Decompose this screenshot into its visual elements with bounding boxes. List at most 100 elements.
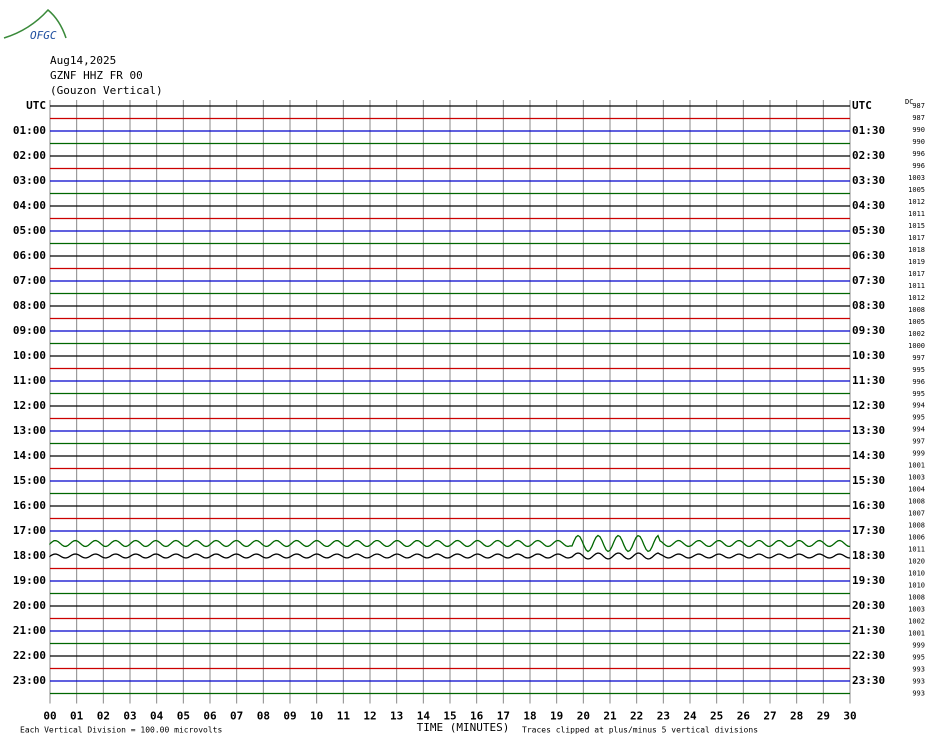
x-tick-label: 21 [603, 710, 617, 723]
dc-value: 997 [912, 354, 925, 362]
x-tick-label: 06 [203, 710, 217, 723]
right-label: 08:30 [852, 299, 885, 312]
dc-value: 1017 [908, 234, 925, 242]
dc-value: 995 [912, 390, 925, 398]
dc-value: 1003 [908, 606, 925, 614]
dc-value: 993 [912, 690, 925, 698]
x-tick-label: 17 [497, 710, 510, 723]
right-label: 06:30 [852, 249, 885, 262]
x-tick-label: 24 [683, 710, 697, 723]
right-label: 07:30 [852, 274, 885, 287]
dc-value: 1001 [908, 462, 925, 470]
dc-value: 995 [912, 366, 925, 374]
location: (Gouzon Vertical) [50, 84, 163, 97]
x-tick-label: 12 [363, 710, 376, 723]
x-tick-label: 14 [417, 710, 431, 723]
dc-value: 1018 [908, 246, 925, 254]
left-label: 19:00 [13, 574, 46, 587]
dc-value: 996 [912, 378, 925, 386]
x-tick-label: 16 [470, 710, 484, 723]
dc-value: 987 [912, 102, 925, 110]
dc-value: 996 [912, 162, 925, 170]
x-tick-label: 07 [230, 710, 243, 723]
dc-value: 1002 [908, 618, 925, 626]
left-label: 09:00 [13, 324, 46, 337]
x-tick-label: 26 [737, 710, 751, 723]
dc-value: 1008 [908, 594, 925, 602]
dc-value: 1004 [908, 486, 925, 494]
x-tick-label: 11 [337, 710, 351, 723]
x-tick-label: 19 [550, 710, 563, 723]
right-label: 17:30 [852, 524, 885, 537]
right-label: 11:30 [852, 374, 885, 387]
dc-value: 1011 [908, 546, 925, 554]
left-label: 23:00 [13, 674, 46, 687]
dc-value: 1001 [908, 630, 925, 638]
x-tick-label: 22 [630, 710, 643, 723]
footer-left: Each Vertical Division = 100.00 microvol… [20, 726, 222, 735]
dc-value: 1008 [908, 522, 925, 530]
right-label: 21:30 [852, 624, 885, 637]
right-label: 10:30 [852, 349, 885, 362]
dc-value: 1010 [908, 582, 925, 590]
dc-value: 997 [912, 438, 925, 446]
x-tick-label: 09 [283, 710, 296, 723]
dc-value: 1012 [908, 198, 925, 206]
right-label: 02:30 [852, 149, 885, 162]
x-tick-label: 02 [97, 710, 110, 723]
footer-right: Traces clipped at plus/minus 5 vertical … [522, 726, 758, 735]
left-label: 13:00 [13, 424, 46, 437]
dc-value: 994 [912, 426, 925, 434]
dc-value: 1015 [908, 222, 925, 230]
date: Aug14,2025 [50, 54, 116, 67]
dc-value: 1007 [908, 510, 925, 518]
x-tick-label: 13 [390, 710, 403, 723]
left-label: 15:00 [13, 474, 46, 487]
dc-value: 1005 [908, 318, 925, 326]
dc-value: 995 [912, 414, 925, 422]
x-tick-label: 25 [710, 710, 723, 723]
dc-value: 993 [912, 666, 925, 674]
dc-value: 1008 [908, 306, 925, 314]
x-tick-label: 15 [443, 710, 456, 723]
right-label: 19:30 [852, 574, 885, 587]
dc-value: 999 [912, 450, 925, 458]
x-tick-label: 18 [523, 710, 536, 723]
right-label: UTC [852, 99, 872, 112]
x-tick-label: 20 [577, 710, 590, 723]
right-label: 03:30 [852, 174, 885, 187]
dc-value: 1003 [908, 474, 925, 482]
dc-value: 1002 [908, 330, 925, 338]
x-tick-label: 03 [123, 710, 136, 723]
dc-title: DC [905, 98, 913, 106]
right-label: 15:30 [852, 474, 885, 487]
dc-value: 994 [912, 402, 925, 410]
x-tick-label: 00 [43, 710, 56, 723]
left-label: UTC [26, 99, 46, 112]
right-label: 09:30 [852, 324, 885, 337]
x-tick-label: 05 [177, 710, 190, 723]
left-label: 21:00 [13, 624, 46, 637]
left-label: 12:00 [13, 399, 46, 412]
dc-value: 1003 [908, 174, 925, 182]
left-label: 11:00 [13, 374, 46, 387]
right-label: 05:30 [852, 224, 885, 237]
trace [49, 552, 851, 560]
dc-value: 1019 [908, 258, 925, 266]
x-tick-label: 08 [257, 710, 270, 723]
x-tick-label: 04 [150, 710, 164, 723]
dc-value: 990 [912, 126, 925, 134]
x-tick-label: 28 [790, 710, 803, 723]
dc-value: 1011 [908, 282, 925, 290]
left-label: 03:00 [13, 174, 46, 187]
dc-value: 1000 [908, 342, 925, 350]
left-label: 02:00 [13, 149, 46, 162]
right-label: 22:30 [852, 649, 885, 662]
dc-value: 1017 [908, 270, 925, 278]
dc-value: 995 [912, 654, 925, 662]
left-label: 01:00 [13, 124, 46, 137]
left-label: 20:00 [13, 599, 46, 612]
dc-value: 1012 [908, 294, 925, 302]
left-label: 16:00 [13, 499, 46, 512]
